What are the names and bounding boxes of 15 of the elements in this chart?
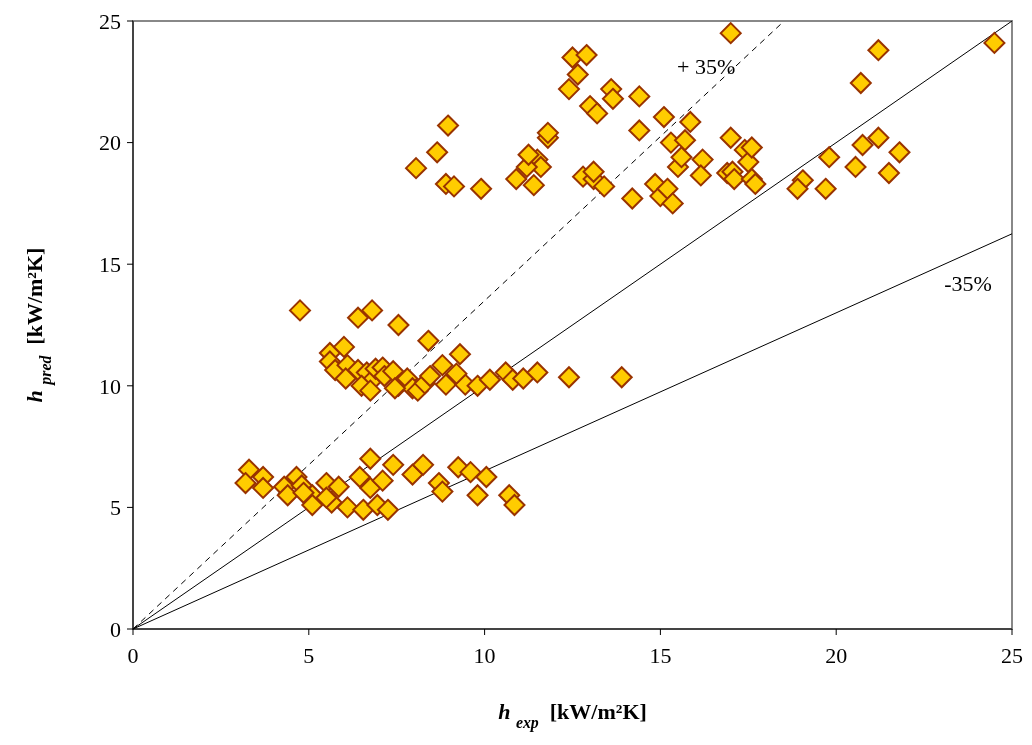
x-tick-label: 0 xyxy=(127,643,139,668)
y-tick-label: 5 xyxy=(110,495,121,521)
x-tick-label: 15 xyxy=(649,643,672,668)
y-tick-label: 25 xyxy=(99,8,121,34)
x-tick-label: 25 xyxy=(1001,643,1023,668)
y-tick-label: 0 xyxy=(110,616,121,642)
x-tick-label: 20 xyxy=(825,643,848,668)
annotation: + 35% xyxy=(676,53,736,79)
x-tick-label: 5 xyxy=(303,643,315,668)
y-tick-label: 20 xyxy=(99,130,121,156)
x-tick-label: 10 xyxy=(473,643,496,668)
y-tick-label: 10 xyxy=(99,373,121,399)
y-tick-label: 15 xyxy=(99,251,121,277)
x-axis-title: h $_{exp}$ [kW/m²K] xyxy=(498,699,647,732)
annotation: -35% xyxy=(944,271,992,297)
